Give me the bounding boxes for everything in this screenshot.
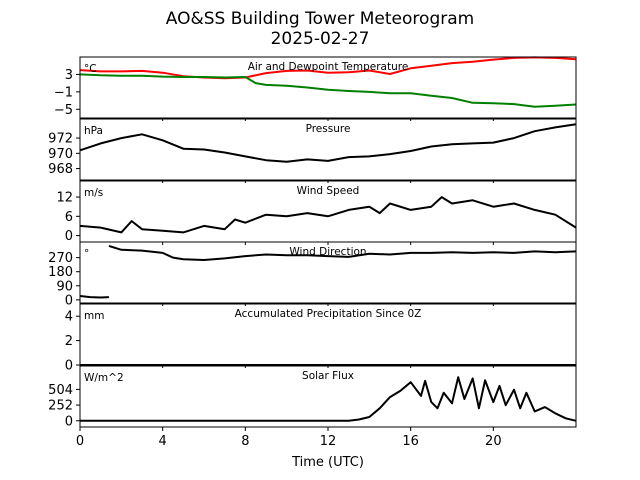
panel-0-title: Air and Dewpoint Temperature bbox=[248, 61, 409, 73]
x-tick-label-2: 8 bbox=[241, 434, 249, 449]
panel-0-unit: °C bbox=[84, 63, 97, 75]
panel-0-series-1 bbox=[79, 73, 577, 108]
panel-0-series-0 bbox=[79, 56, 577, 80]
panel-3-ytick-label-1: 180 bbox=[48, 265, 73, 280]
panel-4-title: Accumulated Precipitation Since 0Z bbox=[235, 308, 422, 320]
x-tick-label-1: 4 bbox=[159, 434, 167, 449]
panel-5-ytick-label-2: 0 bbox=[65, 414, 73, 429]
panel-2-ytick-label-1: 6 bbox=[65, 210, 73, 225]
x-tick-label-5: 20 bbox=[485, 434, 502, 449]
panel-3-ytick-label-2: 90 bbox=[56, 279, 73, 294]
panel-4-ytick-label-2: 0 bbox=[65, 359, 73, 374]
panel-1-unit: hPa bbox=[84, 125, 103, 137]
panel-2-ytick-label-0: 12 bbox=[56, 191, 73, 206]
panel-3-title: Wind Direction bbox=[289, 246, 366, 258]
panel-5-series-0 bbox=[80, 376, 577, 422]
panel-0-ytick-label-1: −1 bbox=[54, 85, 73, 100]
panel-0-ytick-label-2: −5 bbox=[54, 103, 73, 118]
panel-4: 4 2 0 Accumulated Precipitation Since 0Z mm bbox=[65, 303, 577, 374]
panel-4-ytick-label-1: 2 bbox=[65, 334, 73, 349]
panel-0-ytick-label-0: 3 bbox=[65, 68, 73, 83]
panel-2-series-0 bbox=[79, 196, 577, 234]
panel-3-series-1 bbox=[108, 244, 577, 261]
x-axis-label: Time (UTC) bbox=[291, 455, 364, 470]
panel-2-unit: m/s bbox=[84, 187, 103, 199]
panel-1-ytick-label-1: 970 bbox=[48, 147, 73, 162]
panel-2: 12 6 0 Wind Speed m/s bbox=[56, 180, 577, 245]
x-tick-label-0: 0 bbox=[76, 434, 84, 449]
x-axis: 0 4 8 12 16 20 bbox=[76, 434, 502, 449]
panel-2-ytick-label-2: 0 bbox=[65, 229, 73, 244]
panel-5-ytick-label-0: 504 bbox=[48, 383, 73, 398]
panels: 3 −1 −5 Air and Dewpoint Temperature °C 97297… bbox=[48, 56, 577, 431]
panel-4-ytick-label-0: 4 bbox=[65, 310, 73, 325]
panel-5-unit: W/m^2 bbox=[84, 372, 124, 384]
panel-3-unit: ° bbox=[84, 248, 89, 260]
panel-1-title: Pressure bbox=[306, 123, 351, 135]
x-tick-label-3: 12 bbox=[320, 434, 337, 449]
x-tick-label-4: 16 bbox=[402, 434, 419, 449]
panel-2-title: Wind Speed bbox=[297, 185, 360, 197]
panel-1-ytick-label-2: 968 bbox=[48, 162, 73, 177]
panel-1-ytick-label-0: 972 bbox=[48, 132, 73, 147]
panel-1-series-0 bbox=[79, 123, 577, 163]
panel-3-ytick-label-0: 270 bbox=[48, 251, 73, 266]
figure-title-line2: 2025-02-27 bbox=[271, 29, 370, 49]
panel-4-unit: mm bbox=[84, 310, 104, 322]
panel-3-ytick-label-3: 0 bbox=[65, 293, 73, 308]
panel-3-series-0 bbox=[79, 295, 109, 299]
figure-title-line1: AO&SS Building Tower Meteorogram bbox=[166, 9, 474, 29]
panel-5-title: Solar Flux bbox=[302, 370, 354, 382]
panel-5-ytick-label-1: 252 bbox=[48, 399, 73, 414]
panel-0: 3 −1 −5 Air and Dewpoint Temperature °C bbox=[54, 56, 577, 121]
